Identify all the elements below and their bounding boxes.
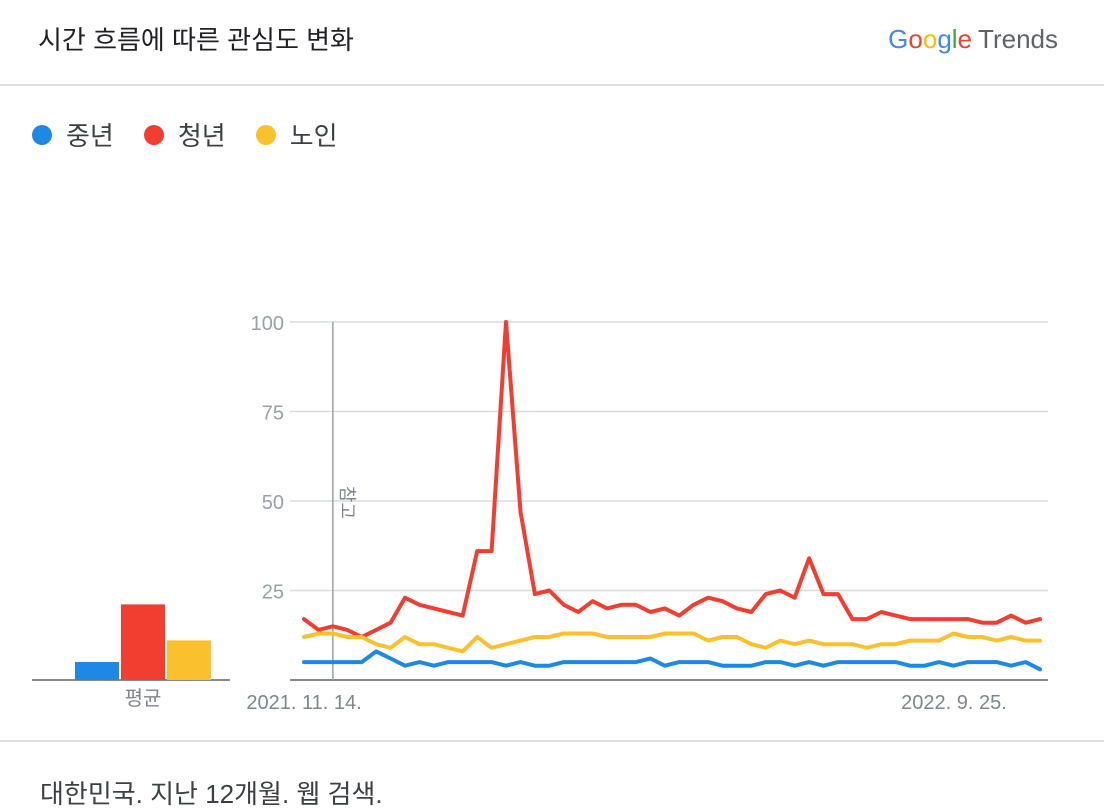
avg-bar[interactable] [121, 604, 165, 680]
chart-legend: 중년 청년 노인 [32, 116, 338, 153]
series-line[interactable] [302, 320, 1042, 639]
logo-letter: G [888, 24, 909, 54]
legend-label: 노인 [289, 121, 338, 151]
legend-label: 중년 [66, 121, 114, 151]
logo-letter: l [951, 24, 958, 54]
legend-item-middle-aged[interactable]: 중년 [32, 116, 114, 153]
legend-dot-icon [143, 124, 164, 145]
avg-x-label: 평균 [125, 687, 162, 710]
legend-label: 청년 [177, 121, 226, 151]
series-line[interactable] [302, 649, 1042, 672]
legend-item-youth[interactable]: 청년 [143, 116, 226, 153]
legend-dot-icon [32, 124, 52, 145]
y-tick-label: 50 [262, 492, 284, 514]
logo-trends-text: Trends [978, 24, 1058, 54]
chart-title: 시간 흐름에 따른 관심도 변화 [38, 25, 354, 55]
logo-letter: g [937, 24, 952, 54]
chart-header: 시간 흐름에 따른 관심도 변화 Google Trends [0, 0, 1104, 86]
average-bar-chart: 평균 [32, 604, 230, 710]
avg-bar[interactable] [167, 640, 211, 680]
legend-item-senior[interactable]: 노인 [255, 116, 338, 153]
x-tick-label: 2022. 9. 25. [901, 692, 1007, 714]
y-tick-label: 25 [262, 582, 284, 604]
footer-caption: 대한민국. 지난 12개월. 웹 검색. [40, 779, 383, 809]
y-tick-label: 75 [262, 403, 284, 425]
avg-bar[interactable] [75, 662, 119, 680]
google-trends-logo[interactable]: Google Trends [888, 24, 1058, 55]
series-line[interactable] [302, 631, 1042, 654]
trends-chart: 평균 25 50 75 100 참고 2021. 11. 14. 2022. 9. 25. [32, 313, 1048, 714]
x-tick-label: 2021. 11. 14. [246, 692, 361, 714]
interest-line-chart: 25 50 75 100 참고 2021. 11. 14. 2022. 9. 25. [246, 313, 1048, 714]
footer-divider [0, 740, 1104, 742]
annotation-label: 참고 [337, 486, 357, 519]
logo-letter: o [908, 24, 923, 54]
legend-dot-icon [255, 124, 276, 145]
y-tick-label: 100 [251, 313, 284, 335]
logo-letter: e [957, 24, 973, 54]
logo-letter: o [922, 24, 938, 54]
